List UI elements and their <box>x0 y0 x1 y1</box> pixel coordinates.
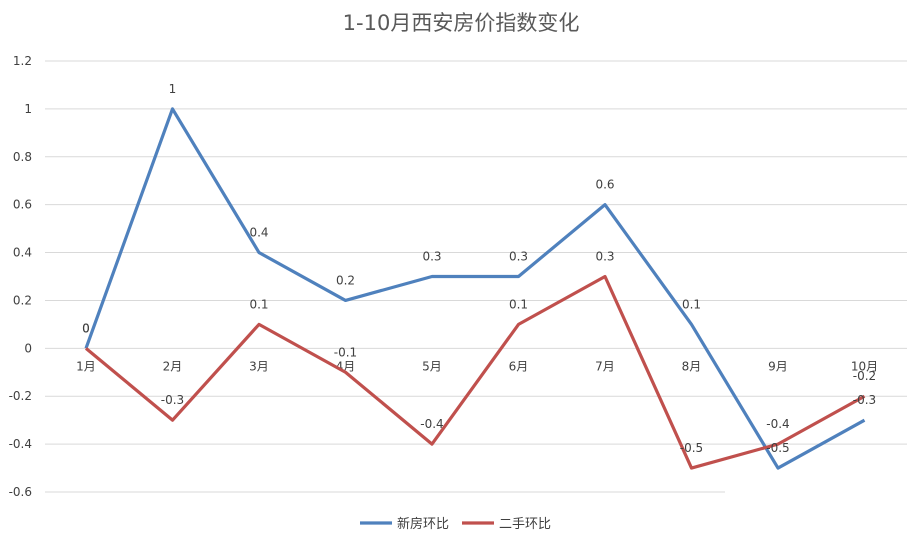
series-line-2 <box>84 274 866 470</box>
data-label: 0.1 <box>249 297 268 311</box>
data-label: 1 <box>169 82 177 96</box>
legend: 新房环比 二手环比 <box>360 516 551 532</box>
y-axis-ticks: 1.2 1 0.8 0.6 0.4 0.2 0 -0.2 -0.4 -0.6 <box>9 54 32 499</box>
x-tick-label: 2月 <box>163 359 183 373</box>
data-label: 0.3 <box>595 250 614 264</box>
data-label: -0.4 <box>420 417 443 431</box>
legend-label: 新房环比 <box>397 516 449 532</box>
data-label: 0.1 <box>509 297 528 311</box>
data-label: -0.5 <box>766 441 789 455</box>
data-label: 0.1 <box>682 297 701 311</box>
x-tick-label: 10月 <box>851 359 878 373</box>
data-label: 0 <box>82 321 90 335</box>
y-tick-label: -0.2 <box>9 389 32 403</box>
y-tick-label: 0 <box>24 341 32 355</box>
x-tick-label: 7月 <box>595 359 615 373</box>
x-axis-ticks: 1月 2月 3月 4月 5月 6月 7月 8月 9月 10月 <box>76 359 878 373</box>
data-label: 0.2 <box>336 273 355 287</box>
x-tick-label: 1月 <box>76 359 96 373</box>
data-label: 0.4 <box>249 226 268 240</box>
data-label: -0.3 <box>161 393 184 407</box>
y-tick-label: 1 <box>24 102 32 116</box>
y-tick-label: 0.2 <box>13 293 32 307</box>
series-line-1 <box>84 107 866 470</box>
y-tick-label: 0.6 <box>13 198 32 212</box>
x-tick-label: 5月 <box>422 359 442 373</box>
data-labels: 010.40.20.3 0.30.60.1-0.5-0.30-0.30.1-0.1… <box>82 82 876 455</box>
data-label: -0.1 <box>334 345 357 359</box>
y-tick-label: 1.2 <box>13 54 32 68</box>
x-tick-label: 8月 <box>682 359 702 373</box>
chart-title: 1-10月西安房价指数变化 <box>343 11 580 35</box>
y-tick-label: -0.4 <box>9 437 32 451</box>
data-label: 0.6 <box>595 178 614 192</box>
x-tick-label: 3月 <box>249 359 269 373</box>
data-label: 0.3 <box>509 250 528 264</box>
data-label: -0.4 <box>766 417 789 431</box>
y-tick-label: 0.4 <box>13 246 32 260</box>
y-tick-label: -0.6 <box>9 485 32 499</box>
x-tick-label: 9月 <box>768 359 788 373</box>
legend-label: 二手环比 <box>499 517 551 532</box>
data-label: 0.3 <box>422 250 441 264</box>
data-label: 0 <box>82 321 90 335</box>
data-label: -0.2 <box>853 369 876 383</box>
data-label: -0.3 <box>853 393 876 407</box>
x-tick-label: 6月 <box>509 359 529 373</box>
data-label: -0.5 <box>680 441 703 455</box>
gridlines <box>45 60 907 493</box>
y-tick-label: 0.8 <box>13 150 32 164</box>
series-lines <box>84 107 866 470</box>
